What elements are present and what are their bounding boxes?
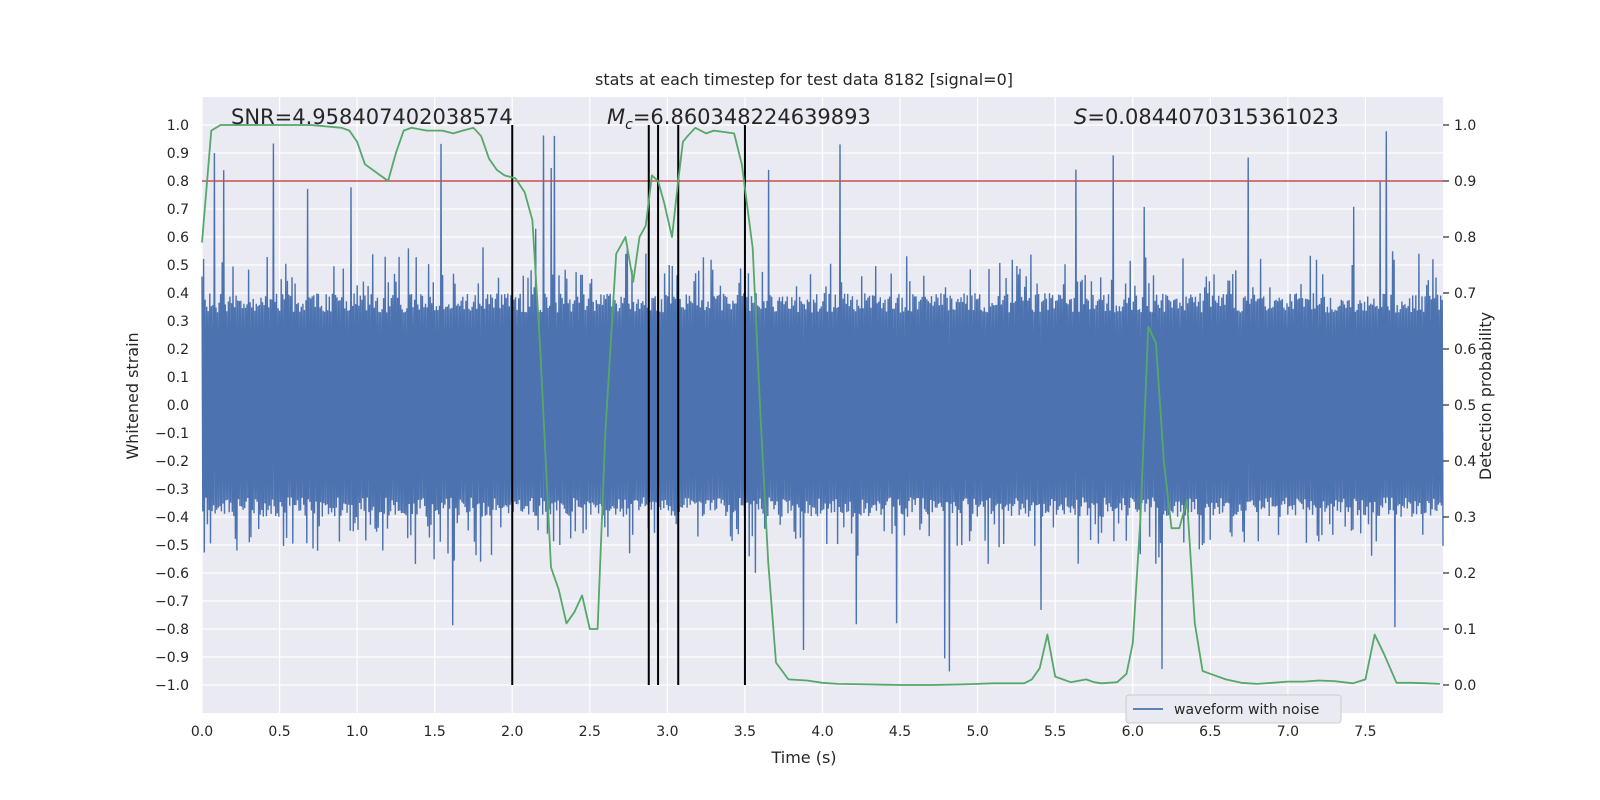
x-tick-label: 7.0 [1277, 724, 1299, 740]
y-left-tick-label: −0.8 [155, 622, 189, 638]
probability-series [201, 124, 1440, 686]
x-tick-label: 0.5 [268, 724, 290, 740]
y-right-axis-ticks: 1.0 0.9 0.8 0.7 0.6 0.5 0.4 0.3 0.2 0.1 0.0 [1443, 118, 1476, 694]
x-tick-label: 3.0 [656, 724, 678, 740]
x-tick-label: 6.5 [1199, 724, 1221, 740]
y-right-tick-label: 0.7 [1454, 286, 1476, 302]
y-left-tick-label: 0.4 [167, 286, 189, 302]
y-left-tick-label: 0.5 [167, 258, 189, 274]
x-tick-label: 5.5 [1044, 724, 1066, 740]
x-tick-label: 3.5 [734, 724, 756, 740]
y-left-tick-label: 0.1 [167, 370, 189, 386]
x-tick-label: 1.0 [346, 724, 368, 740]
y-left-tick-label: 0.8 [167, 174, 189, 190]
y-left-tick-label: 0.2 [167, 342, 189, 358]
x-tick-label: 5.0 [966, 724, 988, 740]
y-left-tick-label: −0.6 [155, 566, 189, 582]
x-tick-label: 4.0 [811, 724, 833, 740]
y-right-tick-label: 0.5 [1454, 398, 1476, 414]
y-left-tick-label: 0.6 [167, 230, 189, 246]
y-left-tick-label: 0.3 [167, 314, 189, 330]
probability-line [201, 124, 1440, 686]
y-left-axis-ticks: 1.0 0.9 0.8 0.7 0.6 0.5 0.4 0.3 0.2 0.1 0.0 −0.1 −0.… [155, 118, 189, 694]
y-right-tick-label: 0.0 [1454, 678, 1476, 694]
waveform-line [201, 131, 1444, 672]
y-left-tick-label: −0.5 [155, 538, 189, 554]
x-tick-label: 6.0 [1122, 724, 1144, 740]
y-left-tick-label: −0.3 [155, 482, 189, 498]
x-tick-label: 1.5 [424, 724, 446, 740]
y-left-tick-label: 1.0 [167, 118, 189, 134]
x-tick-label: 7.5 [1354, 724, 1376, 740]
x-tick-label: 2.5 [579, 724, 601, 740]
chart-title: stats at each timestep for test data 818… [595, 70, 1013, 89]
legend-label-waveform: waveform with noise [1174, 702, 1319, 718]
y-right-tick-label: 0.2 [1454, 566, 1476, 582]
x-tick-label: 2.0 [501, 724, 523, 740]
y-right-tick-label: 1.0 [1454, 118, 1476, 134]
y-left-tick-label: −0.4 [155, 510, 189, 526]
snr-annotation: SNR=4.958407402038574 [231, 105, 513, 129]
mc-subscript: c [625, 117, 633, 133]
y-right-tick-label: 0.8 [1454, 230, 1476, 246]
vertical-markers [511, 125, 746, 685]
s-value: =0.0844070315361023 [1087, 105, 1338, 129]
y-left-tick-label: −0.2 [155, 454, 189, 470]
x-axis-label: Time (s) [770, 748, 836, 767]
mc-symbol: M [607, 105, 625, 129]
y-axis-label-right: Detection probability [1476, 312, 1495, 480]
y-left-tick-label: 0.9 [167, 146, 189, 162]
y-left-tick-label: −1.0 [155, 678, 189, 694]
s-annotation: S=0.0844070315361023 [1074, 105, 1339, 129]
legend: waveform with noise [1125, 694, 1342, 724]
y-right-tick-label: 0.3 [1454, 510, 1476, 526]
y-left-tick-label: −0.9 [155, 650, 189, 666]
y-left-tick-label: 0.0 [167, 398, 189, 414]
x-tick-label: 4.5 [889, 724, 911, 740]
y-left-tick-label: −0.7 [155, 594, 189, 610]
legend-box [1125, 694, 1342, 724]
x-tick-label: 0.0 [191, 724, 213, 740]
y-right-tick-label: 0.6 [1454, 342, 1476, 358]
waveform-series [201, 131, 1444, 672]
y-axis-label-left: Whitened strain [123, 332, 142, 459]
s-symbol: S [1074, 105, 1087, 129]
y-right-tick-label: 0.4 [1454, 454, 1476, 470]
y-right-tick-label: 0.1 [1454, 622, 1476, 638]
y-left-tick-label: 0.7 [167, 202, 189, 218]
mc-value: =6.860348224639893 [633, 105, 871, 129]
y-left-tick-label: −0.1 [155, 426, 189, 442]
y-right-tick-label: 0.9 [1454, 174, 1476, 190]
chirp-mass-annotation: Mc=6.860348224639893 [607, 105, 871, 133]
x-axis-ticks: 0.0 0.5 1.0 1.5 2.0 2.5 3.0 3.5 4.0 4.5 5.0 5.5 6.0 6… [191, 724, 1377, 740]
